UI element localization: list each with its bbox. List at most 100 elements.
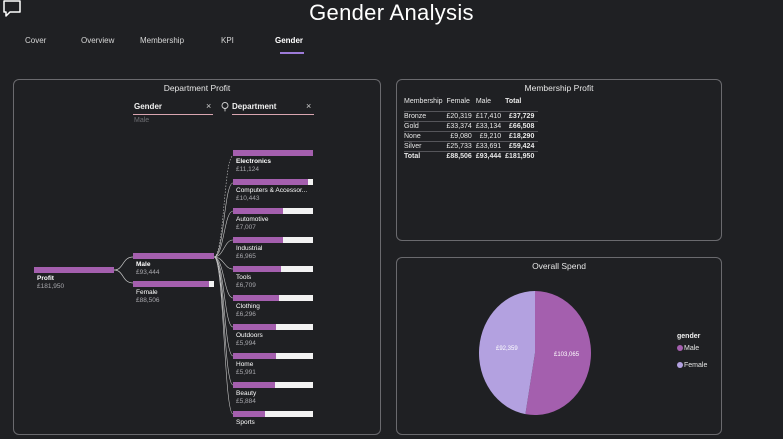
profit-node-label: Profit — [37, 275, 54, 282]
legend-male-swatch — [677, 345, 683, 351]
table-cell: Gold — [404, 122, 447, 132]
female-node-label: Female — [136, 289, 158, 296]
tab-kpi[interactable]: KPI — [221, 36, 234, 45]
male-bar[interactable] — [133, 253, 214, 259]
tab-overview[interactable]: Overview — [81, 36, 114, 45]
pie-label-female: £92,359 — [496, 346, 518, 352]
department-name: Industrial — [236, 245, 262, 252]
department-value: £6,296 — [236, 311, 256, 318]
table-cell: £93,444 — [476, 152, 505, 162]
department-name: Sports — [236, 419, 255, 426]
department-profit-card: Department Profit Gender × Male Departme… — [13, 79, 381, 435]
legend-female-swatch — [677, 362, 683, 368]
legend-item-male[interactable]: Male — [677, 345, 699, 352]
table-cell: £33,134 — [476, 122, 505, 132]
table-cell: £17,410 — [476, 112, 505, 122]
table-cell: £20,319 — [447, 112, 476, 122]
male-node-value: £93,444 — [136, 269, 160, 276]
membership-profit-table: Membership Female Male Total Bronze £20,3… — [404, 96, 538, 161]
department-value: £5,994 — [236, 340, 256, 347]
page-title: Gender Analysis — [0, 0, 783, 26]
legend-male-label: Male — [684, 345, 699, 352]
female-node-value: £88,506 — [136, 297, 160, 304]
profit-bar[interactable] — [34, 267, 114, 273]
table-row[interactable]: Silver £25,733 £33,691 £59,424 — [404, 142, 538, 152]
table-header-row: Membership Female Male Total — [404, 96, 538, 112]
membership-profit-card: Membership Profit Membership Female Male… — [396, 79, 722, 241]
department-value: £5,991 — [236, 369, 256, 376]
tab-membership[interactable]: Membership — [140, 36, 184, 45]
pie-slice-female[interactable] — [479, 291, 535, 414]
male-node-label: Male — [136, 261, 150, 268]
department-name: Tools — [236, 274, 251, 281]
legend-female-label: Female — [684, 362, 707, 369]
department-bar[interactable] — [233, 150, 313, 156]
overall-spend-title: Overall Spend — [397, 261, 721, 271]
table-cell: £66,508 — [505, 122, 538, 132]
column-header-membership[interactable]: Membership — [404, 96, 447, 112]
department-bar[interactable] — [233, 179, 313, 185]
table-cell: £37,729 — [505, 112, 538, 122]
department-bar[interactable] — [233, 353, 313, 359]
table-cell: £33,374 — [447, 122, 476, 132]
table-row[interactable]: None £9,080 £9,210 £18,290 — [404, 132, 538, 142]
table-cell: £181,950 — [505, 152, 538, 162]
department-bar-fill — [233, 295, 279, 301]
department-bar[interactable] — [233, 208, 313, 214]
department-bar-fill — [233, 353, 276, 359]
department-bar-fill — [233, 208, 283, 214]
department-value: £7,007 — [236, 224, 256, 231]
department-bar-fill — [233, 266, 281, 272]
department-bar[interactable] — [233, 266, 313, 272]
table-cell: £18,290 — [505, 132, 538, 142]
table-cell: £88,506 — [447, 152, 476, 162]
profit-node-value: £181,950 — [37, 283, 64, 290]
table-cell: £59,424 — [505, 142, 538, 152]
department-name: Automotive — [236, 216, 269, 223]
table-cell: £9,080 — [447, 132, 476, 142]
table-cell: Total — [404, 152, 447, 162]
department-bar[interactable] — [233, 411, 313, 417]
column-header-female[interactable]: Female — [447, 96, 476, 112]
department-bar-fill — [233, 324, 276, 330]
table-cell: Bronze — [404, 112, 447, 122]
active-tab-indicator — [280, 52, 304, 54]
department-name: Clothing — [236, 303, 260, 310]
table-cell: Silver — [404, 142, 447, 152]
department-name: Home — [236, 361, 253, 368]
department-bar[interactable] — [233, 237, 313, 243]
department-bar-fill — [233, 179, 308, 185]
legend-item-female[interactable]: Female — [677, 362, 707, 369]
column-header-male[interactable]: Male — [476, 96, 505, 112]
department-value: £6,709 — [236, 282, 256, 289]
legend-title: gender — [677, 333, 700, 340]
department-name: Electronics — [236, 158, 271, 165]
department-name: Beauty — [236, 390, 256, 397]
department-bar-fill — [233, 411, 265, 417]
department-value: £10,443 — [236, 195, 260, 202]
department-bar-fill — [233, 237, 283, 243]
table-cell: £9,210 — [476, 132, 505, 142]
department-bar-fill — [233, 150, 313, 156]
female-bar[interactable] — [133, 281, 214, 287]
tab-cover[interactable]: Cover — [25, 36, 46, 45]
overall-spend-card: Overall Spend £92,359 £103,065 gender Ma… — [396, 257, 722, 435]
department-value: £6,965 — [236, 253, 256, 260]
table-cell: None — [404, 132, 447, 142]
column-header-total[interactable]: Total — [505, 96, 538, 112]
pie-label-male: £103,065 — [554, 352, 579, 358]
department-name: Computers & Accessor... — [236, 187, 307, 194]
department-bar-fill — [233, 382, 275, 388]
department-bar[interactable] — [233, 295, 313, 301]
department-value: £11,124 — [236, 166, 259, 173]
department-bar[interactable] — [233, 382, 313, 388]
table-row[interactable]: Bronze £20,319 £17,410 £37,729 — [404, 112, 538, 122]
membership-profit-title: Membership Profit — [397, 83, 721, 93]
department-name: Outdoors — [236, 332, 263, 339]
tab-gender[interactable]: Gender — [275, 36, 303, 45]
table-cell: £33,691 — [476, 142, 505, 152]
table-row[interactable]: Gold £33,374 £33,134 £66,508 — [404, 122, 538, 132]
table-row[interactable]: Total £88,506 £93,444 £181,950 — [404, 152, 538, 162]
department-bar[interactable] — [233, 324, 313, 330]
tab-bar: Cover Overview Membership KPI Gender — [0, 36, 783, 56]
